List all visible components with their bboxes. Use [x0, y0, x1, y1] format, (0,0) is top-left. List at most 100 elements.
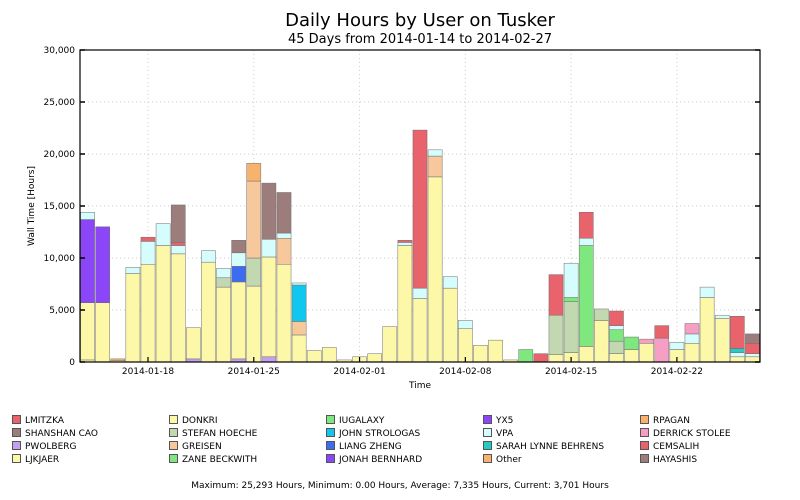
bar-segment: [609, 310, 624, 326]
legend-swatch: [326, 454, 335, 463]
bar-segment: [397, 242, 413, 246]
bar-segment: [458, 320, 473, 329]
legend-item: JONAH BERNHARD: [326, 454, 423, 465]
bar-segment: [216, 277, 231, 288]
bar-layer: [80, 129, 760, 363]
legend-label: RPAGAN: [653, 416, 690, 426]
bar-segment: [125, 267, 141, 274]
bar-segment: [684, 333, 700, 344]
bar-segment: [624, 336, 639, 350]
legend-swatch: [169, 415, 178, 424]
x-tick-label: 2014-02-15: [545, 367, 597, 377]
legend-label: LMITZKA: [25, 416, 64, 426]
bar-segment: [548, 354, 564, 363]
legend-label: STEFAN HOECHE: [182, 429, 258, 439]
y-tick-label: 15,000: [44, 202, 76, 212]
bar-segment: [594, 308, 609, 321]
legend-item: STEFAN HOECHE: [169, 428, 258, 439]
bar-segment: [594, 320, 609, 363]
bar-segment: [155, 245, 171, 363]
legend-swatch: [640, 454, 649, 463]
legend-label: SHANSHAN CAO: [25, 429, 98, 439]
bar-segment: [170, 242, 186, 246]
bar-segment: [714, 314, 730, 319]
bar-segment: [170, 245, 186, 255]
bar-segment: [291, 321, 307, 336]
y-tick-label: 30,000: [44, 46, 76, 56]
bar-segment: [95, 302, 110, 363]
bar-segment: [95, 226, 110, 303]
bar-segment: [609, 353, 624, 363]
legend-item: GREISEN: [169, 441, 222, 452]
bar-segment: [548, 274, 564, 316]
legend-item: CEMSALIH: [640, 441, 699, 452]
bar-segment: [654, 337, 670, 363]
bar-segment: [276, 263, 292, 363]
legend-item: IUGALAXY: [326, 415, 384, 426]
bar-segment: [684, 323, 700, 335]
bar-segment: [140, 236, 156, 242]
bar-segment: [745, 333, 760, 344]
legend-swatch: [12, 428, 21, 437]
y-tick-label: 25,000: [44, 98, 76, 108]
bar-segment: [609, 340, 624, 354]
bar-segment: [563, 297, 579, 302]
legend-label: LIANG ZHENG: [339, 442, 402, 452]
bar-segment: [624, 349, 639, 363]
bar-segment: [291, 282, 307, 286]
x-axis: 2014-01-18 2014-01-25 2014-02-01 2014-02-08…: [122, 357, 703, 377]
bar-segment: [639, 343, 654, 363]
bar-segment: [412, 287, 428, 299]
bar-segment: [699, 297, 715, 363]
bar-segment: [730, 356, 745, 363]
bar-segment: [578, 346, 594, 363]
legend-swatch: [12, 441, 21, 450]
bar-segment: [563, 301, 579, 353]
legend-swatch: [326, 441, 335, 450]
bar-segment: [261, 256, 277, 358]
legend-swatch: [483, 441, 492, 450]
bar-segment: [216, 286, 231, 363]
legend-label: LJKJAER: [25, 455, 60, 465]
x-tick-label: 2014-01-18: [122, 367, 175, 377]
bar-segment: [140, 263, 156, 363]
bar-segment: [518, 349, 534, 363]
bar-segment: [291, 284, 307, 322]
legend-swatch: [640, 415, 649, 424]
bar-segment: [745, 343, 760, 354]
bar-segment: [548, 314, 564, 355]
bar-segment: [427, 176, 443, 363]
bar-segment: [231, 240, 246, 254]
legend-swatch: [326, 415, 335, 424]
bar-segment: [382, 326, 398, 363]
bar-segment: [276, 192, 292, 234]
legend-label: GREISEN: [182, 442, 222, 452]
bar-segment: [684, 343, 700, 363]
bar-segment: [639, 338, 654, 344]
bar-segment: [714, 318, 730, 363]
legend-swatch: [12, 454, 21, 463]
legend-label: SARAH LYNNE BEHRENS: [496, 442, 605, 452]
bar-segment: [609, 329, 624, 342]
bar-segment: [397, 245, 413, 363]
bar-segment: [125, 273, 141, 363]
bar-segment: [231, 252, 246, 267]
y-tick-label: 20,000: [44, 150, 76, 160]
bar-segment: [730, 348, 745, 353]
bar-segment: [261, 356, 277, 363]
y-tick-label: 0: [69, 358, 75, 368]
bar-segment: [397, 240, 413, 243]
bar-segment: [306, 350, 322, 363]
bar-segment: [261, 182, 277, 240]
legend-swatch: [640, 428, 649, 437]
legend-item: DONKRI: [169, 415, 218, 426]
bar-segment: [473, 345, 488, 363]
x-tick-label: 2014-02-01: [333, 367, 385, 377]
bar-segment: [367, 353, 382, 363]
legend-label: JOHN STROLOGAS: [339, 429, 421, 439]
legend-label: PWOLBERG: [25, 442, 77, 452]
bar-segment: [186, 327, 201, 360]
bar-segment: [246, 285, 262, 363]
legend-label: JONAH BERNHARD: [339, 455, 423, 465]
